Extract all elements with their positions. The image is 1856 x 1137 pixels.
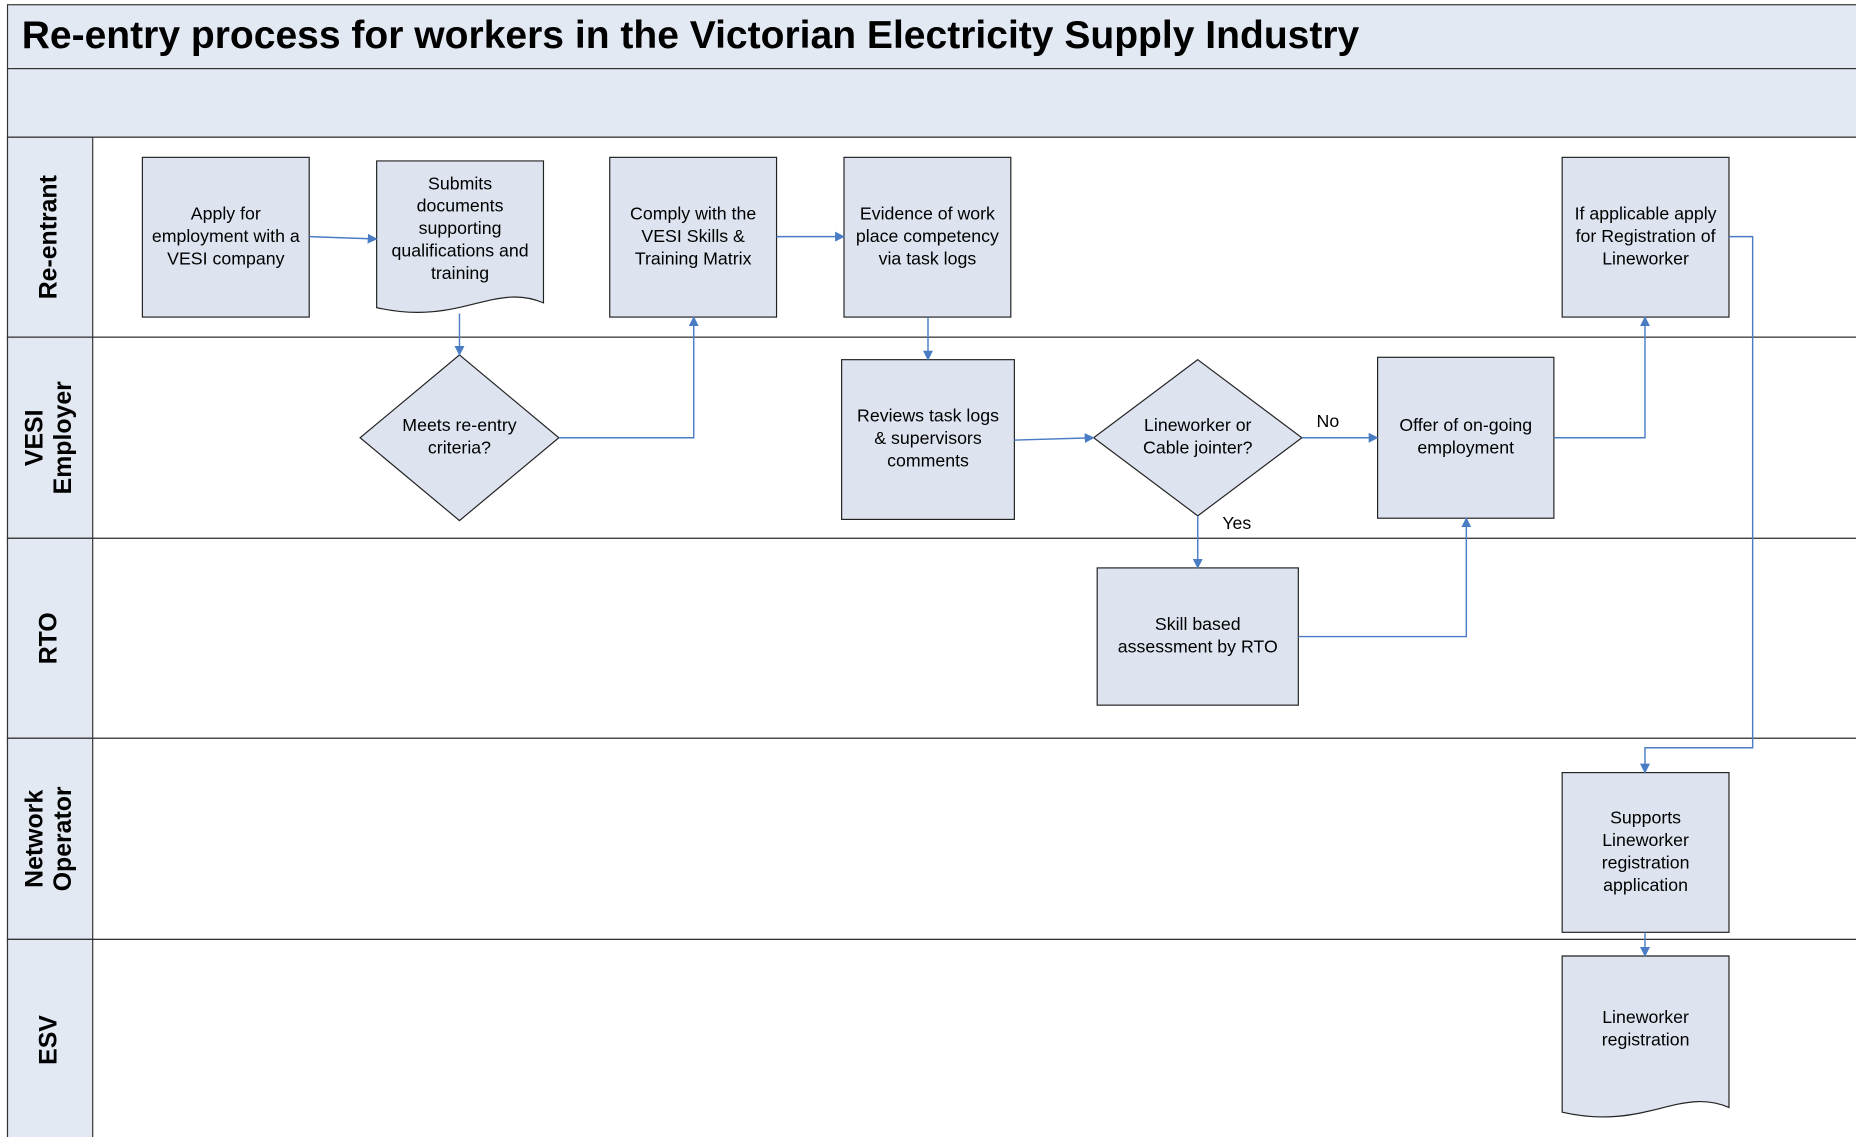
- connector: [1298, 517, 1472, 638]
- title-bar: [6, 4, 1856, 70]
- node-label: VESI Skills &: [641, 226, 745, 246]
- subtitle-bar: [6, 68, 1856, 138]
- lane-header: [6, 136, 94, 338]
- lane-label: Operator: [50, 786, 77, 891]
- node-label: comments: [887, 451, 969, 471]
- node-label: qualifications and: [392, 241, 529, 261]
- node-label: Supports: [1610, 807, 1681, 827]
- edge-label: Yes: [1222, 513, 1251, 533]
- connector: [309, 233, 378, 244]
- node-label: & supervisors: [874, 428, 982, 448]
- process-node: [1096, 567, 1299, 706]
- node-label: Lineworker: [1602, 1007, 1689, 1027]
- document-node: [376, 160, 545, 313]
- process-node: [609, 156, 778, 318]
- node-label: Apply for: [191, 203, 261, 223]
- node-label: Cable jointer?: [1143, 438, 1253, 458]
- process-node: [843, 156, 1012, 318]
- node-label: Lineworker: [1602, 830, 1689, 850]
- node-label: supporting: [419, 218, 502, 238]
- lane-header: [6, 537, 94, 739]
- node-label: Submits: [428, 173, 492, 193]
- node-label: employment: [1417, 438, 1514, 458]
- lane-label: Network: [21, 790, 48, 888]
- node-label: Reviews task logs: [857, 406, 999, 426]
- lane-label: VESI: [21, 409, 48, 466]
- node-label: If applicable apply: [1575, 203, 1717, 223]
- node-label: via task logs: [879, 248, 977, 268]
- connector: [558, 316, 699, 439]
- node-label: Evidence of work: [860, 203, 995, 223]
- lane-header: [6, 737, 94, 941]
- document-node: [1561, 955, 1730, 1118]
- node-label: Meets re-entry: [402, 415, 516, 435]
- process-node: [1377, 356, 1555, 519]
- lane-header: [6, 938, 94, 1137]
- lane-label: Employer: [50, 381, 77, 494]
- decision-node: [359, 354, 560, 522]
- process-node: [141, 156, 310, 318]
- node-label: Comply with the: [630, 203, 756, 223]
- edge-label: No: [1317, 411, 1340, 431]
- node-label: Offer of on-going: [1399, 415, 1532, 435]
- lane-header: [6, 336, 94, 539]
- node-label: criteria?: [428, 438, 491, 458]
- node-label: registration: [1602, 1029, 1690, 1049]
- connector: [1014, 433, 1095, 443]
- node-label: assessment by RTO: [1118, 636, 1278, 656]
- node-label: documents: [417, 196, 504, 216]
- node-label: application: [1603, 875, 1688, 895]
- node-label: employment with a: [152, 226, 300, 246]
- lane-label: ESV: [36, 1015, 63, 1065]
- connector: [1553, 316, 1650, 439]
- lane-label: Re-entrant: [36, 175, 63, 299]
- connector: [1640, 235, 1754, 774]
- node-label: Skill based: [1155, 614, 1241, 634]
- lane: [6, 938, 1856, 1137]
- node-label: Lineworker or: [1144, 415, 1252, 435]
- node-label: place competency: [856, 226, 999, 246]
- node-label: training: [431, 263, 489, 283]
- lane-label: RTO: [36, 612, 63, 664]
- node-label: registration: [1602, 852, 1690, 872]
- process-node: [841, 359, 1015, 520]
- node-label: Training Matrix: [635, 248, 752, 268]
- title: Re-entry process for workers in the Vict…: [22, 14, 1360, 57]
- node-label: for Registration of: [1576, 226, 1716, 246]
- node-label: VESI company: [167, 248, 284, 268]
- lane: [6, 537, 1856, 739]
- node-label: Lineworker: [1602, 248, 1689, 268]
